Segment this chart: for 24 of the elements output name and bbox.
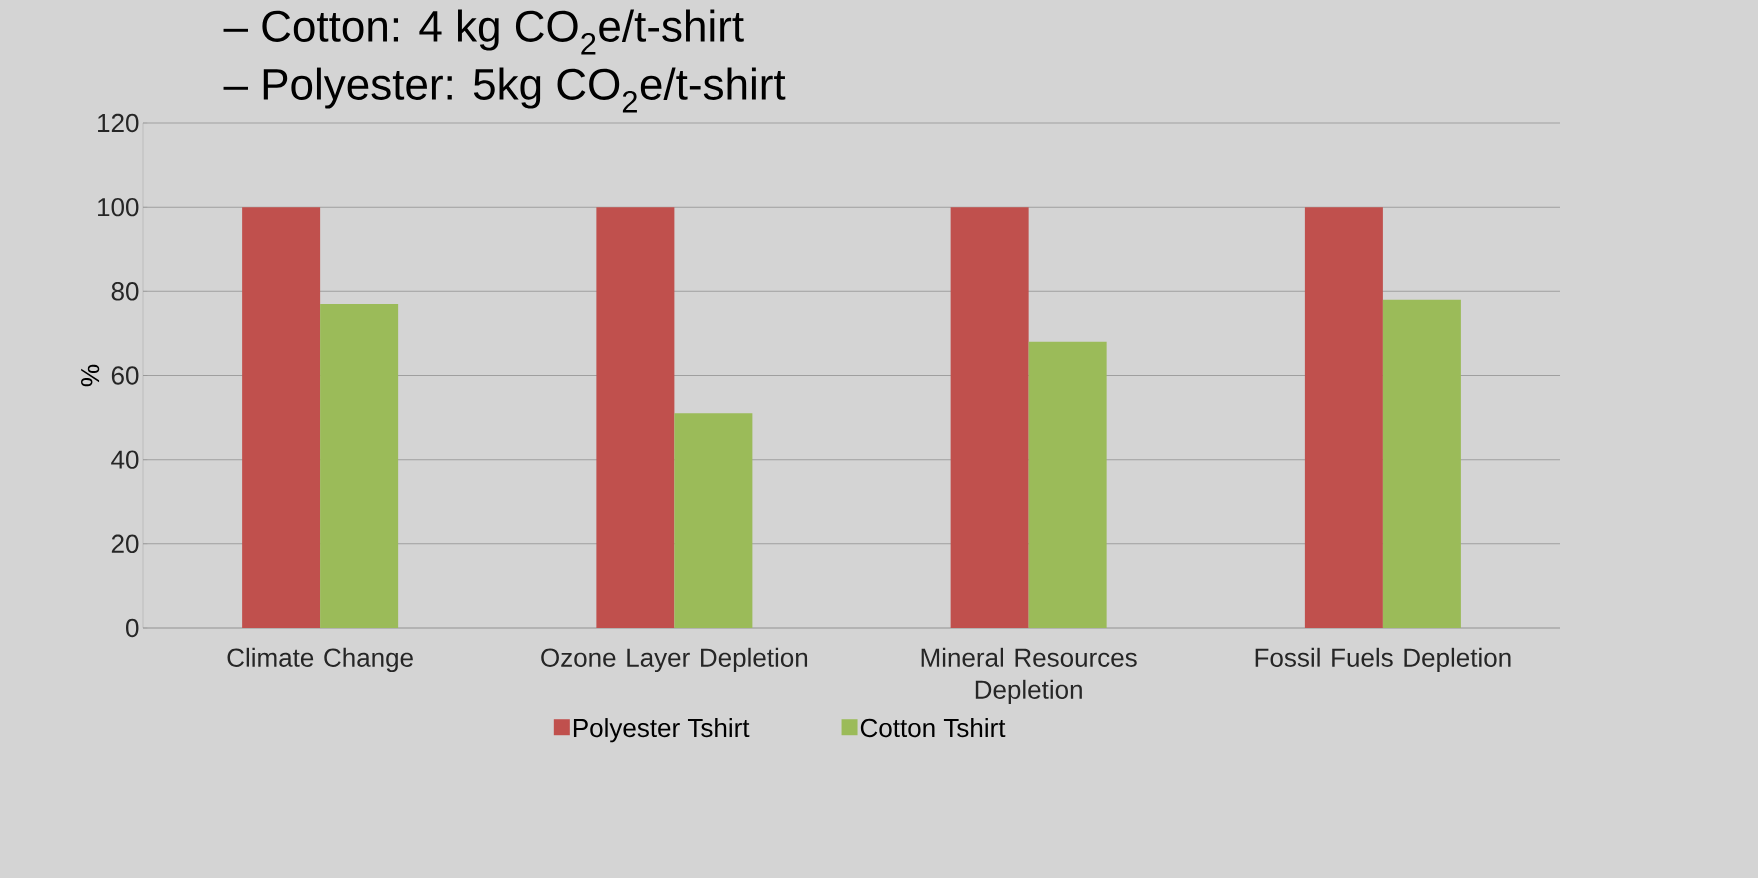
y-tick-label: 100 — [98, 197, 139, 217]
y-tick-label: 40 — [111, 450, 139, 469]
bar — [674, 413, 753, 628]
bar — [950, 207, 1029, 628]
y-tick-label: 60 — [111, 366, 139, 385]
legend-label: Polyester Tshirt — [573, 718, 750, 743]
y-tick-label: 120 — [98, 113, 139, 133]
x-tick-label: Climate Change — [227, 647, 413, 673]
bar — [596, 207, 675, 628]
y-tick-label: 80 — [111, 282, 139, 301]
x-tick-label: Ozone Layer Depletion — [541, 647, 808, 673]
y-tick-label: 0 — [126, 618, 139, 638]
bar — [242, 207, 321, 628]
bar — [1028, 341, 1107, 628]
bar — [1304, 207, 1383, 628]
x-tick-label: Fossil Fuels Depletion — [1255, 647, 1511, 673]
text: – Cotton: 4 kg CO$_{2}$e/t-shirt — [223, 9, 744, 55]
legend-label: Cotton Tshirt — [860, 718, 1006, 738]
x-tick-label: Mineral Resources Depletion — [921, 647, 1137, 705]
bar — [1382, 299, 1461, 628]
bar — [320, 303, 399, 628]
text: – Polyester: 5kg CO$_{2}$e/t-shirt — [223, 67, 786, 113]
y-axis-title: % — [81, 364, 100, 387]
y-tick-label: 20 — [111, 534, 139, 554]
